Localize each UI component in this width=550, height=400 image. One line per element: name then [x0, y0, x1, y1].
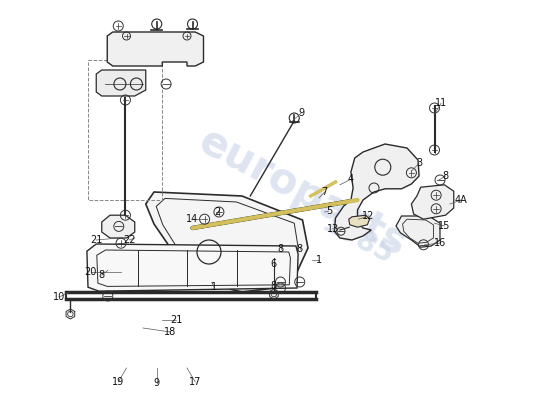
Polygon shape	[102, 215, 135, 238]
Polygon shape	[96, 70, 146, 96]
Polygon shape	[411, 185, 454, 219]
Text: 1985: 1985	[317, 210, 398, 270]
Text: 21: 21	[90, 235, 102, 245]
Text: 8: 8	[98, 270, 105, 280]
Polygon shape	[87, 244, 298, 291]
Text: 1: 1	[211, 282, 218, 292]
Text: 12: 12	[362, 211, 375, 221]
Text: 6: 6	[271, 259, 277, 269]
Text: 18: 18	[164, 327, 177, 337]
Text: 9: 9	[153, 378, 160, 388]
Text: 5: 5	[326, 206, 332, 216]
Text: 16: 16	[434, 238, 446, 248]
Text: 2: 2	[214, 207, 221, 217]
Polygon shape	[334, 144, 419, 240]
Text: 19: 19	[112, 377, 124, 387]
Text: 4A: 4A	[454, 195, 467, 205]
Polygon shape	[146, 192, 308, 292]
Text: 10: 10	[53, 292, 65, 302]
Text: 4: 4	[348, 174, 354, 184]
Text: 8: 8	[296, 244, 303, 254]
Text: 7: 7	[321, 187, 328, 197]
Text: europarts: europarts	[191, 120, 414, 264]
Text: 21: 21	[170, 315, 182, 325]
Text: 1: 1	[316, 255, 322, 265]
Text: 9: 9	[298, 108, 305, 118]
Polygon shape	[396, 216, 440, 247]
Polygon shape	[107, 32, 204, 66]
Text: 13: 13	[327, 224, 339, 234]
Text: 17: 17	[189, 377, 201, 387]
Text: 11: 11	[435, 98, 447, 108]
Text: 8: 8	[271, 281, 277, 291]
Text: 14: 14	[186, 214, 199, 224]
Text: 3: 3	[416, 158, 422, 168]
Text: 8: 8	[277, 244, 284, 254]
Polygon shape	[349, 215, 370, 227]
Text: 20: 20	[85, 267, 97, 277]
Text: 8: 8	[442, 171, 449, 181]
Text: 15: 15	[438, 221, 450, 231]
Text: 22: 22	[123, 235, 135, 245]
